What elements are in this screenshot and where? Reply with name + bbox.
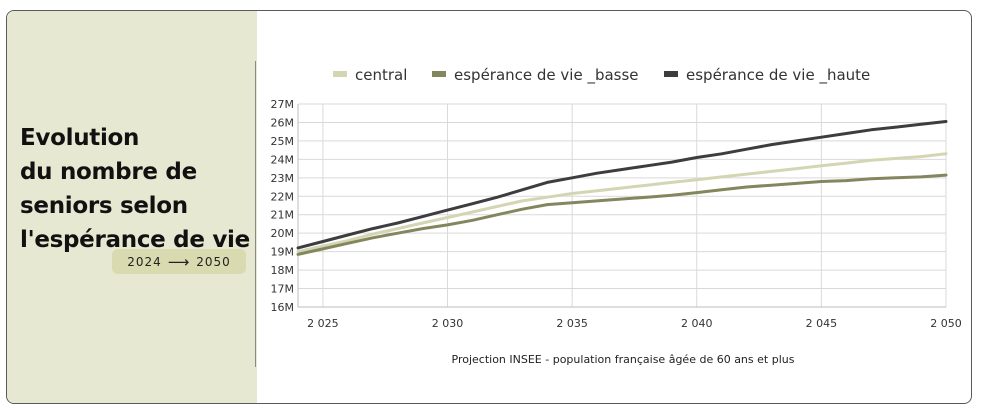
divider xyxy=(255,61,256,367)
y-tick-label: 16M xyxy=(271,301,295,314)
series-line-1 xyxy=(296,152,948,254)
y-tick-label: 27M xyxy=(271,98,295,111)
chart-legend: central espérance de vie _basse espérance … xyxy=(333,66,870,85)
arrow-right-icon: ⟶ xyxy=(167,252,191,271)
period-badge: 2024 ⟶ 2050 xyxy=(112,249,246,274)
y-tick-label: 18M xyxy=(271,264,295,277)
series-line-2 xyxy=(296,173,948,256)
legend-swatch xyxy=(333,71,347,77)
legend-label: espérance de vie _haute xyxy=(686,66,870,85)
y-tick-label: 20M xyxy=(271,227,295,240)
y-tick-label: 19M xyxy=(271,246,295,259)
y-tick-label: 17M xyxy=(271,283,295,296)
title-panel: Evolution du nombre de seniors selon l'e… xyxy=(7,11,257,403)
title-line-1: Evolution xyxy=(20,125,140,151)
x-tick-label: 2 045 xyxy=(806,317,838,330)
x-tick-label: 2 040 xyxy=(681,317,713,330)
title-line-4: l'espérance de vie xyxy=(20,227,250,253)
x-tick-label: 2 030 xyxy=(432,317,464,330)
chart-title: Evolution du nombre de seniors selon l'e… xyxy=(20,121,265,257)
legend-label: espérance de vie _basse xyxy=(454,66,639,85)
legend-swatch xyxy=(432,71,446,77)
x-tick-label: 2 050 xyxy=(930,317,962,330)
period-end: 2050 xyxy=(196,254,231,269)
title-line-3: seniors selon xyxy=(20,193,188,219)
period-start: 2024 xyxy=(127,254,162,269)
series-line-3 xyxy=(296,120,948,250)
chart-card: Evolution du nombre de seniors selon l'e… xyxy=(6,10,972,404)
title-line-2: du nombre de xyxy=(20,159,197,185)
series-lines xyxy=(296,120,948,256)
y-tick-label: 25M xyxy=(271,135,295,148)
y-tick-label: 26M xyxy=(271,116,295,129)
legend-swatch xyxy=(664,71,678,77)
x-tick-label: 2 025 xyxy=(307,317,339,330)
x-axis: 2 025 2 030 2 035 2 040 2 045 2 050 xyxy=(307,317,962,330)
y-tick-label: 21M xyxy=(271,209,295,222)
legend-label: central xyxy=(355,66,407,84)
y-tick-label: 24M xyxy=(271,153,295,166)
y-tick-label: 22M xyxy=(271,190,295,203)
y-tick-label: 23M xyxy=(271,172,295,185)
x-axis-label: Projection INSEE - population française … xyxy=(452,353,795,366)
y-axis: 16M 17M 18M 19M 20M 21M 22M 23M 24M 25M 26M 27M xyxy=(271,98,295,314)
x-tick-label: 2 035 xyxy=(556,317,588,330)
chart-grid xyxy=(297,103,947,308)
